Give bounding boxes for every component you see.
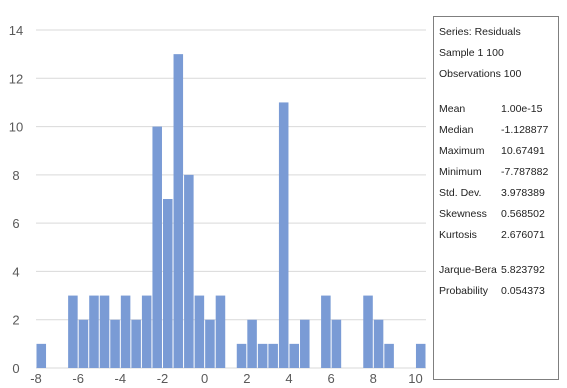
histogram-bar (184, 174, 194, 368)
stat-value: 0.568502 (501, 208, 545, 220)
histogram-bar (331, 319, 342, 368)
histogram-bar (236, 343, 247, 368)
stat-value: -1.128877 (501, 124, 549, 136)
y-tick-label: 6 (12, 216, 19, 231)
y-tick-label: 10 (9, 120, 23, 135)
y-tick-label: 4 (12, 264, 19, 279)
y-tick-label: 14 (9, 23, 23, 38)
histogram-bar (268, 343, 278, 368)
histogram-bar (152, 126, 162, 368)
x-tick-label: -6 (72, 371, 84, 386)
stat-row-std-dev: Std. Dev. 3.978389 (439, 183, 558, 204)
x-tick-label: -2 (157, 371, 169, 386)
histogram-bar (415, 343, 426, 368)
stat-row-jarque-bera: Jarque-Bera 5.823792 (439, 260, 558, 281)
x-tick-label: 0 (201, 371, 208, 386)
stat-row-maximum: Maximum 10.67491 (439, 141, 558, 162)
histogram-bar (363, 295, 373, 368)
stat-label: Probability (439, 285, 489, 297)
histogram-bar (373, 319, 384, 368)
stat-label: Skewness (439, 208, 487, 220)
x-tick-label: 6 (328, 371, 335, 386)
y-tick-label: 0 (12, 361, 19, 376)
histogram-chart: 0 2 4 6 8 10 12 14 -8 -6 -4 -2 0 2 4 6 8 10 (9, 23, 426, 386)
x-tick-label: 2 (243, 371, 250, 386)
histogram-bar (384, 343, 394, 368)
stat-label: Maximum (439, 145, 485, 157)
sample-range: Sample 1 100 (439, 47, 504, 59)
stat-row-kurtosis: Kurtosis 2.676071 (439, 225, 558, 246)
histogram-bar (120, 295, 131, 368)
stat-label: Median (439, 124, 474, 136)
histogram-bar (321, 295, 331, 368)
x-tick-label: 10 (408, 371, 422, 386)
x-tick-label: 8 (370, 371, 377, 386)
histogram-bar (173, 54, 184, 369)
x-tick-label: -4 (115, 371, 127, 386)
stat-row-skewness: Skewness 0.568502 (439, 204, 558, 225)
stat-label: Minimum (439, 166, 482, 178)
x-axis-ticks: -8 -6 -4 -2 0 2 4 6 8 10 (30, 371, 422, 386)
histogram-bar (194, 295, 205, 368)
statistics-box: Series: Residuals Sample 1 100 Observati… (433, 16, 559, 380)
x-tick-label: 4 (285, 371, 292, 386)
histogram-bar (162, 199, 173, 368)
stat-value: 0.054373 (501, 285, 545, 297)
stat-value: 1.00e-15 (501, 103, 543, 115)
stat-value: 10.67491 (501, 145, 545, 157)
histogram-bar (110, 319, 120, 368)
y-tick-label: 8 (12, 168, 19, 183)
stat-row-minimum: Minimum -7.787882 (439, 162, 558, 183)
stat-row-median: Median -1.128877 (439, 120, 558, 141)
histogram-bar (278, 102, 289, 368)
histogram-bar (141, 295, 152, 368)
stat-value: -7.787882 (501, 166, 549, 178)
histogram-bar (215, 295, 226, 368)
histogram-bar (68, 295, 78, 368)
histogram-bar (131, 319, 141, 368)
histogram-bar (89, 295, 99, 368)
histogram-bars (36, 54, 426, 369)
histogram-bar (289, 343, 300, 368)
stat-label: Mean (439, 103, 466, 115)
stat-row-mean: Mean 1.00e-15 (439, 99, 558, 120)
y-tick-label: 2 (12, 313, 19, 328)
stat-value: 2.676071 (501, 229, 545, 241)
stat-value: 3.978389 (501, 187, 545, 199)
stat-label: Std. Dev. (439, 187, 482, 199)
x-tick-label: -8 (30, 371, 42, 386)
stat-row-probability: Probability 0.054373 (439, 281, 558, 302)
series-name: Series: Residuals (439, 26, 521, 38)
histogram-bar (99, 295, 110, 368)
stat-label: Jarque-Bera (439, 264, 497, 276)
histogram-bar (257, 343, 268, 368)
stat-value: 5.823792 (501, 264, 545, 276)
histogram-bar (78, 319, 89, 368)
y-axis-ticks: 0 2 4 6 8 10 12 14 (9, 23, 23, 376)
observations-count: Observations 100 (439, 68, 522, 80)
stat-label: Kurtosis (439, 229, 477, 241)
histogram-bar (36, 343, 47, 368)
histogram-bar (300, 319, 310, 368)
y-tick-label: 12 (9, 71, 23, 86)
histogram-bar (247, 319, 257, 368)
histogram-bar (205, 319, 215, 368)
